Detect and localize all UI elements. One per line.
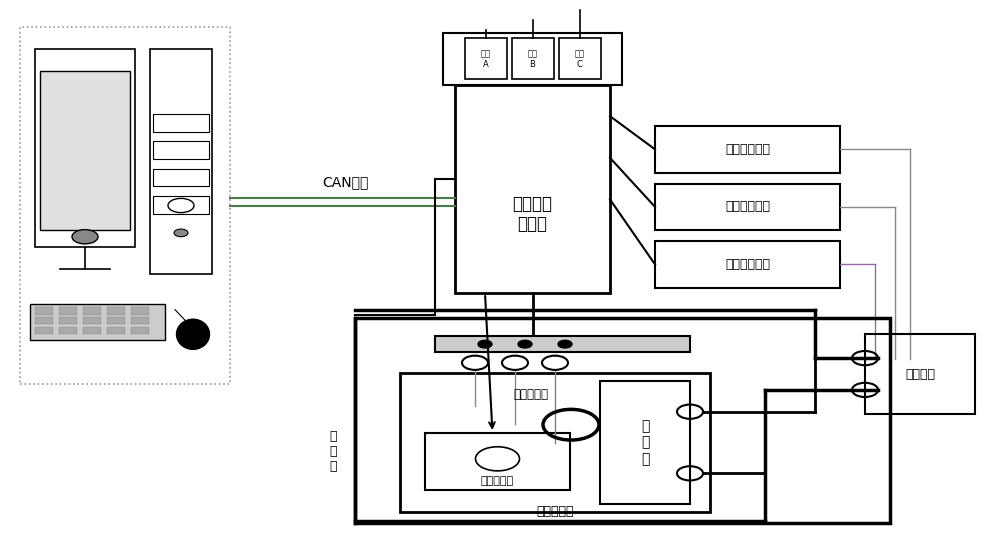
Text: 电磁继电器: 电磁继电器 — [481, 476, 514, 486]
Text: 端口
A: 端口 A — [481, 49, 491, 68]
Text: 电流传感器: 电流传感器 — [513, 388, 548, 401]
Circle shape — [478, 340, 492, 348]
Text: 短路触发
控制器: 短路触发 控制器 — [512, 195, 552, 233]
Bar — [443, 33, 622, 85]
Bar — [107, 307, 125, 315]
Bar — [153, 141, 209, 159]
Text: 电子负载: 电子负载 — [905, 368, 935, 380]
Bar — [512, 38, 554, 79]
Bar — [40, 71, 130, 230]
Circle shape — [174, 229, 188, 237]
Bar — [153, 169, 209, 186]
Bar — [464, 38, 507, 79]
Bar — [153, 196, 209, 214]
Text: 控
温
筱: 控 温 筱 — [329, 430, 337, 473]
Text: 电压测量电路: 电压测量电路 — [725, 201, 770, 213]
Bar — [131, 307, 149, 315]
Bar — [425, 433, 570, 490]
Bar — [600, 381, 690, 504]
Bar — [83, 327, 101, 334]
Bar — [865, 334, 975, 414]
Text: 端口
B: 端口 B — [528, 49, 538, 68]
Bar — [35, 317, 53, 324]
Bar — [355, 318, 890, 523]
Bar — [655, 184, 840, 230]
Circle shape — [72, 230, 98, 244]
Bar — [83, 317, 101, 324]
Bar — [35, 307, 53, 315]
Bar — [30, 304, 165, 340]
Text: 电池防护筱: 电池防护筱 — [536, 505, 574, 518]
Bar — [83, 307, 101, 315]
Bar — [131, 327, 149, 334]
Bar — [655, 126, 840, 173]
Bar — [59, 317, 77, 324]
Bar — [107, 317, 125, 324]
Bar — [107, 327, 125, 334]
Bar — [35, 327, 53, 334]
Bar — [435, 336, 690, 352]
Text: 电流测量电路: 电流测量电路 — [725, 258, 770, 271]
Circle shape — [558, 340, 572, 348]
Bar — [558, 38, 600, 79]
Bar — [150, 49, 212, 274]
Bar — [655, 241, 840, 288]
Bar — [20, 27, 230, 384]
Bar — [153, 114, 209, 132]
Bar — [59, 307, 77, 315]
Bar — [400, 373, 710, 512]
Text: CAN总线: CAN总线 — [322, 175, 368, 189]
Bar — [131, 317, 149, 324]
Circle shape — [518, 340, 532, 348]
Bar — [455, 85, 610, 293]
Ellipse shape — [176, 319, 210, 350]
Text: 端口
C: 端口 C — [574, 49, 584, 68]
Text: 电
池
组: 电 池 组 — [641, 419, 649, 466]
Text: 温度测量电路: 温度测量电路 — [725, 143, 770, 156]
Bar — [59, 327, 77, 334]
Bar — [35, 49, 135, 247]
